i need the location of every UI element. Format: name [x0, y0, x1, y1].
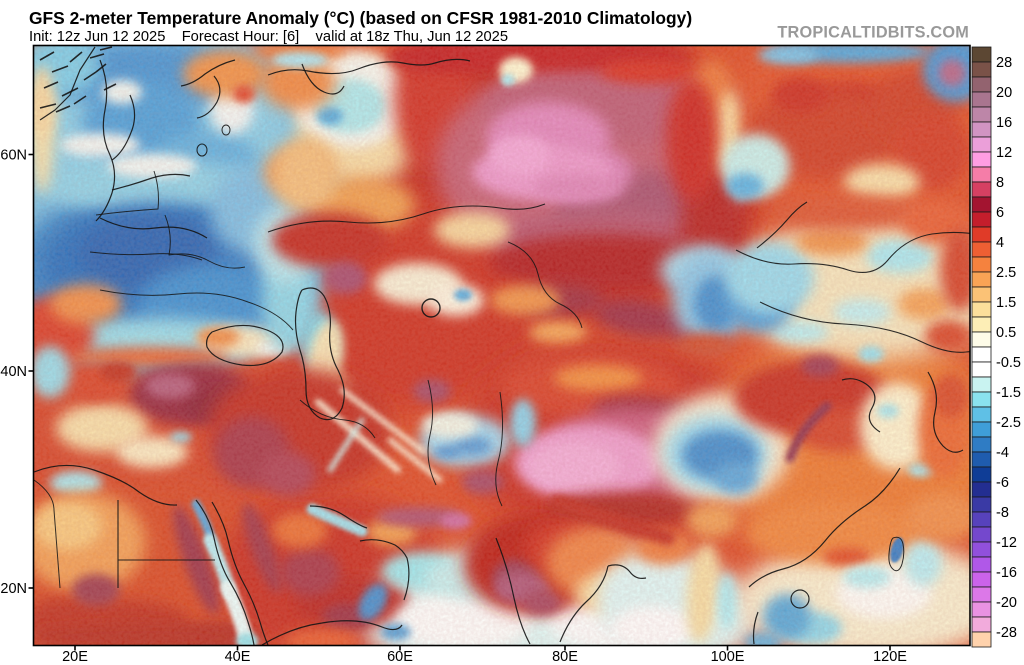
svg-text:0.5: 0.5 — [996, 325, 1016, 341]
svg-text:20N: 20N — [0, 581, 27, 597]
svg-text:Init: 12z Jun 12 2025 Forec: Init: 12z Jun 12 2025 Forecast Hour: [6]… — [29, 29, 508, 45]
svg-text:60E: 60E — [387, 649, 413, 665]
svg-text:-1.5: -1.5 — [996, 385, 1021, 401]
svg-text:TROPICALTIDBITS.COM: TROPICALTIDBITS.COM — [777, 24, 969, 42]
svg-text:-0.5: -0.5 — [996, 355, 1021, 371]
svg-text:2.5: 2.5 — [996, 265, 1016, 281]
svg-text:16: 16 — [996, 115, 1012, 131]
svg-text:-16: -16 — [996, 565, 1017, 581]
svg-text:6: 6 — [996, 205, 1004, 221]
svg-text:60N: 60N — [0, 148, 27, 164]
svg-text:4: 4 — [996, 235, 1004, 251]
svg-text:-2.5: -2.5 — [996, 415, 1021, 431]
svg-text:-12: -12 — [996, 535, 1017, 551]
svg-text:8: 8 — [996, 175, 1004, 191]
svg-text:20: 20 — [996, 85, 1012, 101]
svg-text:40N: 40N — [0, 364, 27, 380]
svg-text:40E: 40E — [225, 649, 251, 665]
svg-text:28: 28 — [996, 55, 1012, 71]
svg-text:100E: 100E — [711, 649, 745, 665]
svg-text:12: 12 — [996, 145, 1012, 161]
svg-text:1.5: 1.5 — [996, 295, 1016, 311]
svg-text:-8: -8 — [996, 505, 1009, 521]
svg-text:-4: -4 — [996, 445, 1009, 461]
svg-text:GFS 2-meter Temperature Anomal: GFS 2-meter Temperature Anomaly (°C) (ba… — [29, 8, 692, 28]
svg-text:-28: -28 — [996, 625, 1017, 641]
svg-text:120E: 120E — [873, 649, 907, 665]
svg-text:80E: 80E — [552, 649, 578, 665]
svg-text:-6: -6 — [996, 475, 1009, 491]
svg-text:-20: -20 — [996, 595, 1017, 611]
svg-text:20E: 20E — [62, 649, 88, 665]
